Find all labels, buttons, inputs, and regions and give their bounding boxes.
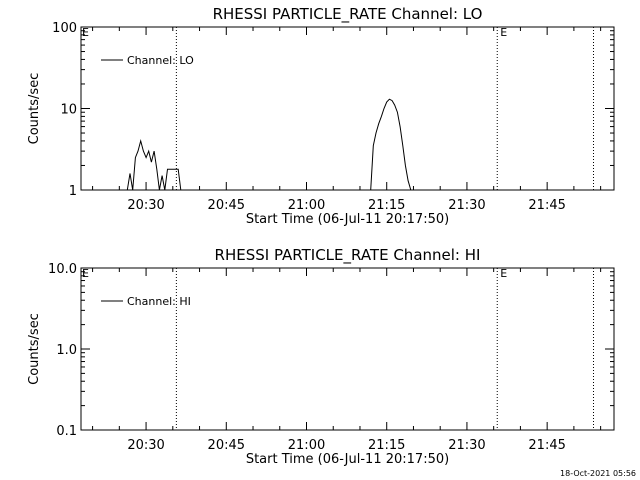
edge-marker-label: E [82, 267, 89, 280]
y-tick-label: 100 [52, 21, 77, 36]
x-tick-label: 20:45 [208, 198, 245, 213]
x-tick-label: 21:00 [288, 438, 325, 453]
generation-timestamp: 18-Oct-2021 05:56 [560, 469, 636, 478]
chart-title: RHESSI PARTICLE_RATE Channel: HI [215, 246, 481, 265]
x-tick-label: 21:30 [448, 198, 485, 213]
x-axis-label: Start Time (06-Jul-11 20:17:50) [246, 212, 449, 227]
time-marker-label: E [500, 26, 507, 39]
x-tick-label: 21:45 [528, 438, 565, 453]
chart-channel-hi: RHESSI PARTICLE_RATE Channel: HI 20:30 20:… [27, 246, 615, 467]
x-tick-label: 21:15 [368, 438, 405, 453]
x-tick-label: 20:45 [208, 438, 245, 453]
plot-frame [80, 26, 615, 191]
x-tick-label: 21:00 [288, 198, 325, 213]
edge-marker-label: E [82, 26, 89, 39]
legend-entry: Channel: LO [127, 54, 194, 67]
x-tick-label: 21:30 [448, 438, 485, 453]
y-tick-label: 10.0 [48, 262, 77, 277]
y-tick-label: 10 [60, 103, 77, 118]
y-tick-label: 0.1 [56, 424, 77, 439]
chart-channel-lo: RHESSI PARTICLE_RATE Channel: LO 20:30 20:… [27, 5, 615, 227]
x-tick-label: 20:30 [127, 198, 164, 213]
y-tick-label: 1.0 [56, 343, 77, 358]
x-tick-label: 21:15 [368, 198, 405, 213]
series-line [370, 98, 412, 191]
legend-entry: Channel: HI [127, 295, 191, 308]
y-tick-label: 1 [69, 184, 77, 199]
x-tick-label: 20:30 [127, 438, 164, 453]
y-axis-label: Counts/sec [27, 313, 42, 385]
x-tick-label: 21:45 [528, 198, 565, 213]
chart-title: RHESSI PARTICLE_RATE Channel: LO [213, 5, 483, 24]
y-axis-label: Counts/sec [27, 73, 42, 145]
time-marker-label: E [500, 267, 507, 280]
series-line [126, 138, 182, 191]
plot-frame [80, 267, 615, 431]
x-axis-label: Start Time (06-Jul-11 20:17:50) [246, 452, 449, 467]
